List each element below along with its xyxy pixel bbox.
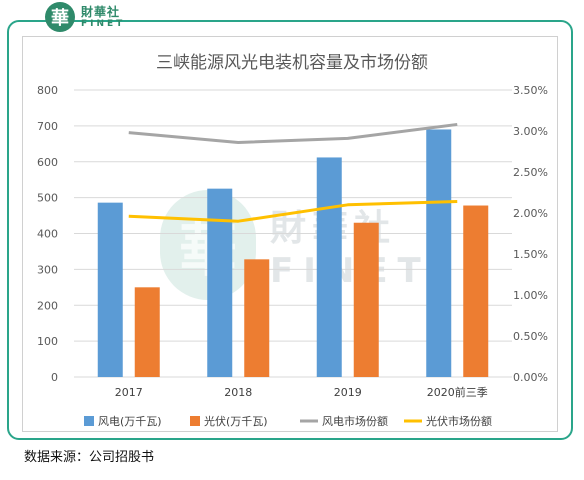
series-line-solar-share — [128, 200, 458, 223]
y-left-tick-label: 700 — [37, 120, 58, 133]
y-right-tick-label: 1.00% — [513, 289, 548, 302]
y-right-tick-label: 2.50% — [513, 166, 548, 179]
brand-name-cn: 財華社 — [81, 4, 121, 19]
y-right-tick-label: 1.50% — [513, 248, 548, 261]
x-tick-label: 2019 — [334, 386, 362, 399]
bar-wind — [97, 202, 123, 377]
data-source-note: 数据来源：公司招股书 — [24, 450, 155, 465]
brand-seal-icon: 華 — [45, 2, 75, 32]
y-right-tick-label: 2.00% — [513, 207, 548, 220]
chart-title: 三峡能源风光电装机容量及市场份额 — [156, 53, 428, 73]
bar-wind — [426, 129, 452, 377]
legend-label: 光伏市场份额 — [426, 414, 492, 428]
legend-swatch — [190, 416, 200, 426]
brand-logo: 華 財華社 FINET — [45, 2, 141, 32]
y-left-tick-label: 400 — [37, 228, 58, 241]
y-left-tick-label: 500 — [37, 192, 58, 205]
legend-label: 风电(万千瓦) — [98, 415, 162, 428]
bar-wind — [207, 188, 233, 377]
x-tick-label: 2017 — [115, 386, 143, 399]
y-left-tick-label: 100 — [37, 335, 58, 348]
y-right-tick-label: 0.50% — [513, 330, 548, 343]
legend-swatch — [84, 416, 94, 426]
bar-solar — [353, 222, 379, 377]
series-line-wind-share — [128, 122, 458, 144]
y-left-tick-label: 800 — [37, 84, 58, 97]
bar-solar — [134, 287, 160, 377]
y-right-tick-label: 3.50% — [513, 84, 548, 97]
x-tick-label: 2020前三季 — [427, 385, 488, 399]
legend-label: 光伏(万千瓦) — [204, 414, 268, 428]
brand-name-en: FINET — [81, 18, 126, 29]
y-right-tick-label: 0.00% — [513, 371, 548, 384]
y-left-tick-label: 300 — [37, 263, 58, 276]
bar-solar — [244, 259, 270, 377]
bar-wind — [316, 157, 342, 377]
x-tick-label: 2018 — [224, 386, 252, 399]
outer-frame — [7, 20, 573, 440]
legend-label: 风电市场份额 — [322, 414, 388, 428]
y-left-tick-label: 200 — [37, 299, 58, 312]
y-left-tick-label: 600 — [37, 156, 58, 169]
y-left-tick-label: 0 — [51, 371, 58, 384]
bar-solar — [463, 205, 489, 377]
y-right-tick-label: 3.00% — [513, 125, 548, 138]
